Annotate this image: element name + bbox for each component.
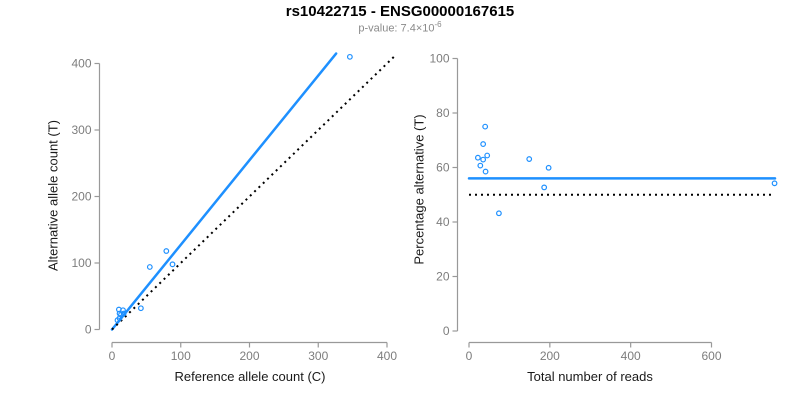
data-point [496, 210, 502, 217]
page-title: rs10422715 - ENSG00000167615 [285, 3, 515, 20]
data-point [480, 141, 487, 147]
x-tick-label: 200 [239, 349, 259, 363]
x-tick-label: 0 [466, 349, 473, 363]
data-point [482, 168, 489, 175]
right-y-axis-title: Percentage alternative (T) [411, 114, 427, 265]
data-point [526, 156, 533, 162]
data-point [120, 310, 127, 317]
data-point [163, 248, 170, 254]
y-tick-label: 400 [71, 57, 91, 71]
y-tick-label: 80 [436, 106, 450, 120]
fitted-ratio-line [110, 52, 338, 331]
y-tick-label: 60 [436, 161, 450, 175]
y-tick-label: 20 [436, 270, 450, 284]
plot-percentage-alternative-panel: 0 200 400 600 0 20 40 60 80 100 [429, 52, 778, 363]
left-y-axis-title: Alternative allele count (T) [45, 120, 61, 272]
data-point [482, 123, 489, 130]
right-x-axis-title: Total number of reads [527, 369, 653, 384]
p-value-text: p-value: 7.4×10 [358, 22, 435, 35]
x-tick-label: 0 [109, 349, 116, 363]
data-point [541, 184, 548, 191]
data-point [474, 154, 481, 161]
y-tick-label: 0 [85, 323, 92, 337]
data-point [120, 307, 126, 314]
p-value-subtitle: p-value: 7.4×10-6 [0, 20, 800, 35]
identity-line [111, 54, 397, 331]
data-point [137, 305, 144, 312]
data-point [346, 53, 353, 60]
data-point [146, 264, 153, 270]
x-tick-label: 400 [621, 349, 641, 363]
data-point [771, 180, 778, 187]
x-tick-label: 100 [171, 349, 191, 363]
y-tick-label: 0 [443, 324, 450, 338]
left-x-axis-title: Reference allele count (C) [174, 369, 326, 384]
y-tick-label: 40 [436, 215, 450, 229]
data-point [169, 261, 176, 268]
y-tick-label: 300 [71, 123, 91, 137]
p-value-exponent: -6 [434, 20, 442, 29]
data-point [484, 152, 491, 159]
y-tick-label: 100 [429, 52, 449, 66]
x-tick-label: 300 [308, 349, 328, 363]
plot-allele-counts-panel: 0 100 200 300 400 0 100 200 300 400 [71, 52, 397, 363]
data-point [477, 162, 484, 169]
data-point [118, 311, 124, 318]
y-tick-label: 100 [71, 256, 91, 270]
x-tick-label: 400 [377, 349, 397, 363]
x-tick-label: 600 [701, 349, 721, 363]
x-tick-label: 200 [540, 349, 560, 363]
y-tick-label: 200 [71, 190, 91, 204]
data-point [480, 156, 487, 163]
data-point [545, 164, 552, 171]
data-point [116, 315, 123, 322]
